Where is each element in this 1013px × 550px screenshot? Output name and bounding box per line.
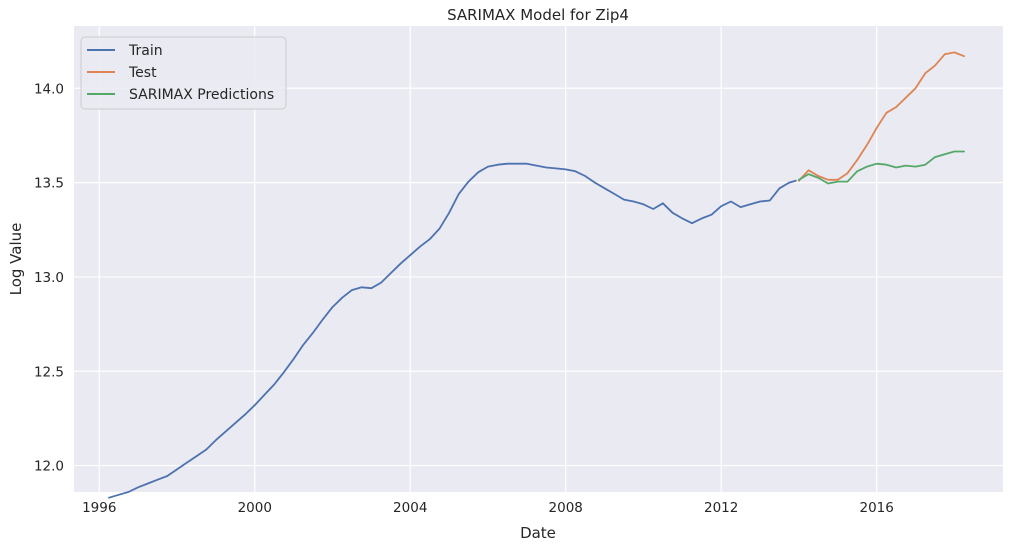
y-tick-label: 14.0: [34, 81, 64, 97]
legend: Train Test SARIMAX Predictions: [80, 36, 287, 110]
chart-title: SARIMAX Model for Zip4: [447, 6, 629, 24]
legend-label-sarimax-predictions: SARIMAX Predictions: [129, 87, 274, 103]
x-tick-label: 2008: [549, 500, 583, 516]
x-tick-label: 2012: [704, 500, 738, 516]
series-lines: [108, 51, 965, 499]
series-line-test: [798, 51, 965, 182]
x-axis-label: Date: [520, 524, 556, 542]
legend-box: [80, 36, 287, 110]
x-tick-label: 2016: [859, 500, 893, 516]
x-tick-label: 1996: [82, 500, 116, 516]
y-tick-label: 13.5: [34, 176, 64, 192]
x-tick-label: 2004: [393, 500, 427, 516]
x-tick-label: 2000: [238, 500, 272, 516]
series-line-sarimax-predictions: [798, 150, 965, 185]
x-tick-labels: 1996 2000 2004 2008 2012 2016: [82, 500, 894, 516]
legend-label-test: Test: [128, 65, 157, 81]
y-tick-label: 12.5: [34, 364, 64, 380]
grid: [74, 26, 1003, 492]
y-tick-label: 12.0: [34, 459, 64, 475]
series-line-train: [108, 162, 797, 499]
legend-label-train: Train: [128, 43, 163, 59]
y-tick-labels: 12.0 12.5 13.0 13.5 14.0: [34, 81, 64, 474]
y-axis-label: Log Value: [7, 223, 25, 296]
y-tick-label: 13.0: [34, 270, 64, 286]
